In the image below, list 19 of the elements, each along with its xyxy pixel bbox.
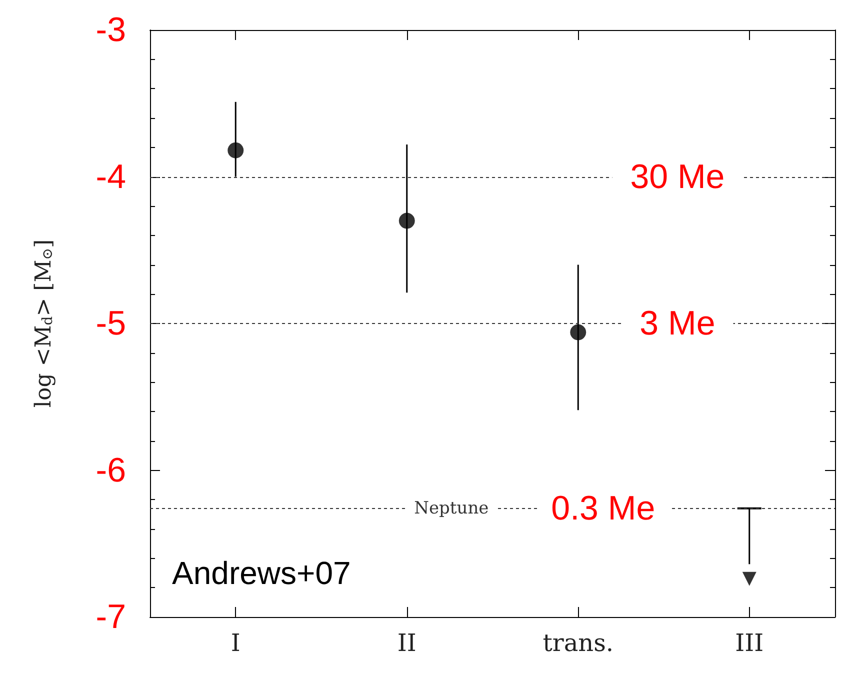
ref-line-label: Neptune	[414, 498, 489, 518]
ref-line-label: 30 Me	[630, 158, 725, 196]
x-tick-label: III	[735, 629, 764, 657]
point	[398, 212, 415, 229]
annotation: Andrews+07	[172, 555, 351, 591]
y-tick-label: -5	[96, 304, 126, 342]
point	[228, 142, 244, 158]
point	[742, 572, 756, 586]
y-tick-label: -7	[96, 598, 126, 636]
y-tick-label: -6	[96, 451, 126, 490]
y-tick-label: -3	[96, 11, 126, 49]
x-tick-label: II	[397, 629, 416, 657]
x-tick-label: trans.	[542, 629, 614, 657]
y-axis-title: log <Md> [M⊙]	[32, 239, 56, 408]
x-tick-label: I	[230, 629, 240, 657]
annotation: 0.3 Me	[551, 489, 656, 528]
y-tick-label: -4	[96, 158, 126, 196]
ref-line-label: 3 Me	[640, 304, 716, 342]
point	[570, 324, 586, 340]
